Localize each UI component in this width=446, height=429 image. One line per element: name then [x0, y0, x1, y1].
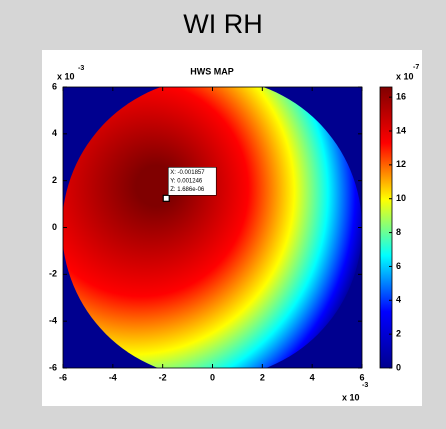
colorbar	[379, 86, 393, 369]
page-title: WI RH	[183, 9, 262, 39]
x-exponent-power: -3	[362, 382, 368, 389]
colorbar-tick-label: 4	[396, 295, 401, 305]
x-tick-label: 0	[210, 372, 215, 382]
y-exponent-power: -3	[78, 65, 84, 72]
colorbar-exponent-base: x 10	[396, 71, 414, 81]
x-tick-label: 4	[310, 372, 315, 382]
x-tick-label: -2	[159, 372, 167, 382]
colorbar-tick-label: 6	[396, 261, 401, 271]
x-tick-label: -4	[109, 372, 117, 382]
chart-title: HWS MAP	[190, 66, 234, 76]
datatip-box	[167, 167, 217, 196]
colorbar-tick-label: 0	[396, 362, 401, 372]
y-tick-label: 0	[52, 222, 57, 232]
y-exponent-base: x 10	[57, 71, 75, 81]
colorbar-tick-label: 14	[396, 125, 406, 135]
x-exponent-base: x 10	[342, 392, 360, 402]
y-tick-label: 4	[52, 128, 57, 138]
y-tick-label: -4	[49, 316, 57, 326]
x-tick-label: 6	[359, 372, 364, 382]
heat-disk	[63, 87, 362, 368]
y-tick-label: 6	[52, 81, 57, 91]
datatip-line: Y: 0.001246	[170, 178, 203, 184]
datatip-marker	[162, 194, 170, 202]
y-tick-label: 2	[52, 175, 57, 185]
colorbar-tick-label: 10	[396, 193, 406, 203]
datatip-line: Z: 1.686e-06	[170, 187, 205, 193]
y-tick-label: -6	[49, 362, 57, 372]
x-tick-label: 2	[260, 372, 265, 382]
colorbar-tick-label: 16	[396, 92, 406, 102]
datatip-line: X: -0.001857	[170, 170, 205, 176]
y-tick-label: -2	[49, 269, 57, 279]
x-tick-label: -6	[59, 372, 67, 382]
colorbar-tick-label: 12	[396, 159, 406, 169]
colorbar-tick-label: 8	[396, 227, 401, 237]
colorbar-exponent-power: -7	[413, 64, 419, 71]
colorbar-tick-label: 2	[396, 329, 401, 339]
